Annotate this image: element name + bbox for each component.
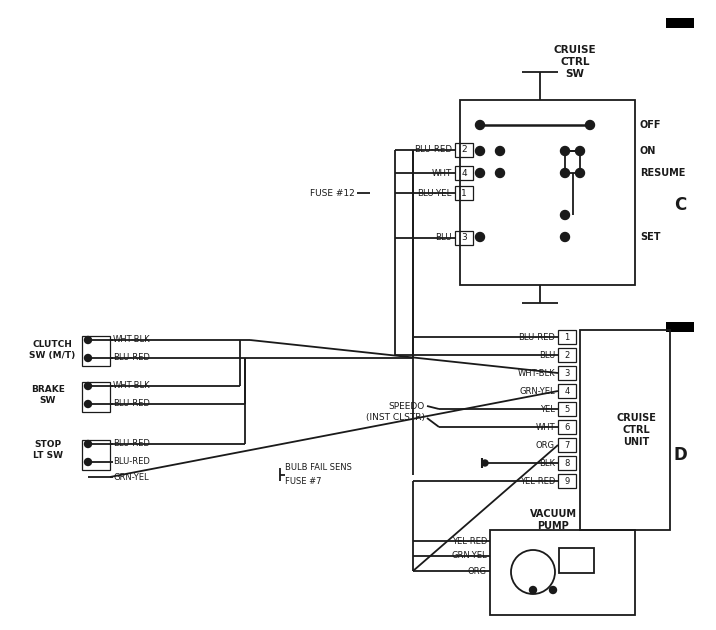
Bar — [455, 143, 473, 157]
Text: GRN-YEL: GRN-YEL — [451, 551, 487, 561]
Bar — [82, 440, 110, 470]
Text: BLK: BLK — [539, 459, 555, 467]
Text: 8: 8 — [564, 459, 570, 467]
Circle shape — [84, 459, 92, 466]
Text: WHT-BLK: WHT-BLK — [113, 382, 150, 391]
Text: ON: ON — [640, 146, 657, 156]
Bar — [455, 231, 473, 245]
Text: 1: 1 — [564, 333, 570, 341]
Bar — [455, 166, 473, 180]
Bar — [460, 100, 635, 285]
Circle shape — [84, 355, 92, 362]
Text: BLU-YEL: BLU-YEL — [417, 188, 452, 197]
Text: YEL-RED: YEL-RED — [452, 537, 487, 546]
Circle shape — [84, 382, 92, 389]
Bar — [490, 530, 635, 615]
Text: CRUISE
CTRL
SW: CRUISE CTRL SW — [553, 45, 596, 79]
Text: 4: 4 — [461, 168, 467, 178]
Text: YEL-RED: YEL-RED — [520, 476, 555, 486]
Bar — [558, 420, 576, 434]
Circle shape — [482, 460, 488, 466]
Text: WHT-BLK: WHT-BLK — [113, 336, 150, 345]
Text: OFF: OFF — [640, 120, 662, 130]
Text: BLU: BLU — [435, 234, 452, 243]
Bar — [558, 438, 576, 452]
Text: VACUUM
PUMP: VACUUM PUMP — [530, 509, 576, 531]
Text: YEL: YEL — [540, 404, 555, 413]
Text: 4: 4 — [564, 386, 570, 396]
Bar — [82, 382, 110, 412]
Bar — [558, 384, 576, 398]
Bar — [559, 548, 594, 573]
Text: BLU-RED: BLU-RED — [414, 146, 452, 154]
Circle shape — [84, 336, 92, 343]
Circle shape — [475, 147, 485, 156]
Circle shape — [586, 120, 594, 130]
Text: SET: SET — [640, 232, 660, 242]
Text: 9: 9 — [564, 476, 570, 486]
Bar — [558, 474, 576, 488]
Bar — [580, 330, 670, 530]
Text: BLU-RED: BLU-RED — [113, 399, 150, 408]
Text: 2: 2 — [564, 350, 570, 360]
Text: BLU-RED: BLU-RED — [113, 353, 150, 362]
Text: ORG: ORG — [468, 566, 487, 575]
Bar — [666, 18, 694, 28]
Text: FUSE #12: FUSE #12 — [310, 188, 355, 197]
Bar — [558, 402, 576, 416]
Text: D: D — [673, 446, 687, 464]
Circle shape — [495, 147, 505, 156]
Text: FUSE #7: FUSE #7 — [285, 476, 321, 486]
Text: BLU-RED: BLU-RED — [113, 440, 150, 449]
Bar — [558, 330, 576, 344]
Text: BLU-RED: BLU-RED — [518, 333, 555, 341]
Text: 1: 1 — [461, 188, 467, 197]
Circle shape — [475, 232, 485, 241]
Bar — [666, 322, 694, 332]
Bar — [558, 456, 576, 470]
Text: 3: 3 — [461, 234, 467, 243]
Circle shape — [576, 168, 584, 178]
Text: ORG: ORG — [536, 440, 555, 449]
Text: 7: 7 — [564, 440, 570, 449]
Text: 5: 5 — [564, 404, 570, 413]
Circle shape — [475, 168, 485, 178]
Circle shape — [495, 168, 505, 178]
Circle shape — [84, 401, 92, 408]
Circle shape — [561, 232, 569, 241]
Text: BULB FAIL SENS: BULB FAIL SENS — [285, 464, 352, 472]
Text: GRN-YEL: GRN-YEL — [519, 386, 555, 396]
Text: C: C — [674, 196, 686, 214]
Text: BLU-RED: BLU-RED — [113, 457, 150, 466]
Circle shape — [530, 587, 536, 593]
Bar — [558, 366, 576, 380]
Text: 6: 6 — [564, 423, 570, 432]
Text: WHT: WHT — [536, 423, 555, 432]
Bar — [558, 348, 576, 362]
Text: RESUME: RESUME — [640, 168, 685, 178]
Text: 2: 2 — [461, 146, 467, 154]
Circle shape — [576, 147, 584, 156]
Text: 3: 3 — [564, 369, 570, 377]
Text: BRAKE
SW: BRAKE SW — [31, 386, 65, 404]
Circle shape — [561, 210, 569, 219]
Bar — [82, 336, 110, 366]
Circle shape — [84, 440, 92, 447]
Circle shape — [475, 120, 485, 130]
Circle shape — [561, 147, 569, 156]
Text: GRN-YEL: GRN-YEL — [113, 472, 149, 481]
Text: CRUISE
CTRL
UNIT: CRUISE CTRL UNIT — [616, 413, 656, 447]
Text: CLUTCH
SW (M/T): CLUTCH SW (M/T) — [29, 340, 75, 360]
Text: SPEEDO
(INST CLSTR): SPEEDO (INST CLSTR) — [366, 403, 425, 421]
Bar — [455, 186, 473, 200]
Circle shape — [549, 587, 556, 593]
Text: WHT: WHT — [432, 168, 452, 178]
Circle shape — [561, 168, 569, 178]
Text: BLU: BLU — [538, 350, 555, 360]
Text: WHT-BLK: WHT-BLK — [518, 369, 555, 377]
Text: STOP
LT SW: STOP LT SW — [33, 440, 63, 460]
